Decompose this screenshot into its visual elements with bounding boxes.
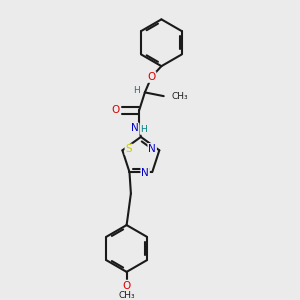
- Text: N: N: [148, 144, 156, 154]
- Text: N: N: [141, 168, 149, 178]
- Text: S: S: [125, 145, 132, 154]
- Text: O: O: [122, 280, 131, 291]
- Text: N: N: [131, 123, 139, 134]
- Text: CH₃: CH₃: [172, 92, 188, 100]
- Text: H: H: [140, 125, 147, 134]
- Text: O: O: [147, 72, 156, 82]
- Text: H: H: [134, 85, 140, 94]
- Text: O: O: [112, 105, 120, 116]
- Text: CH₃: CH₃: [118, 291, 135, 300]
